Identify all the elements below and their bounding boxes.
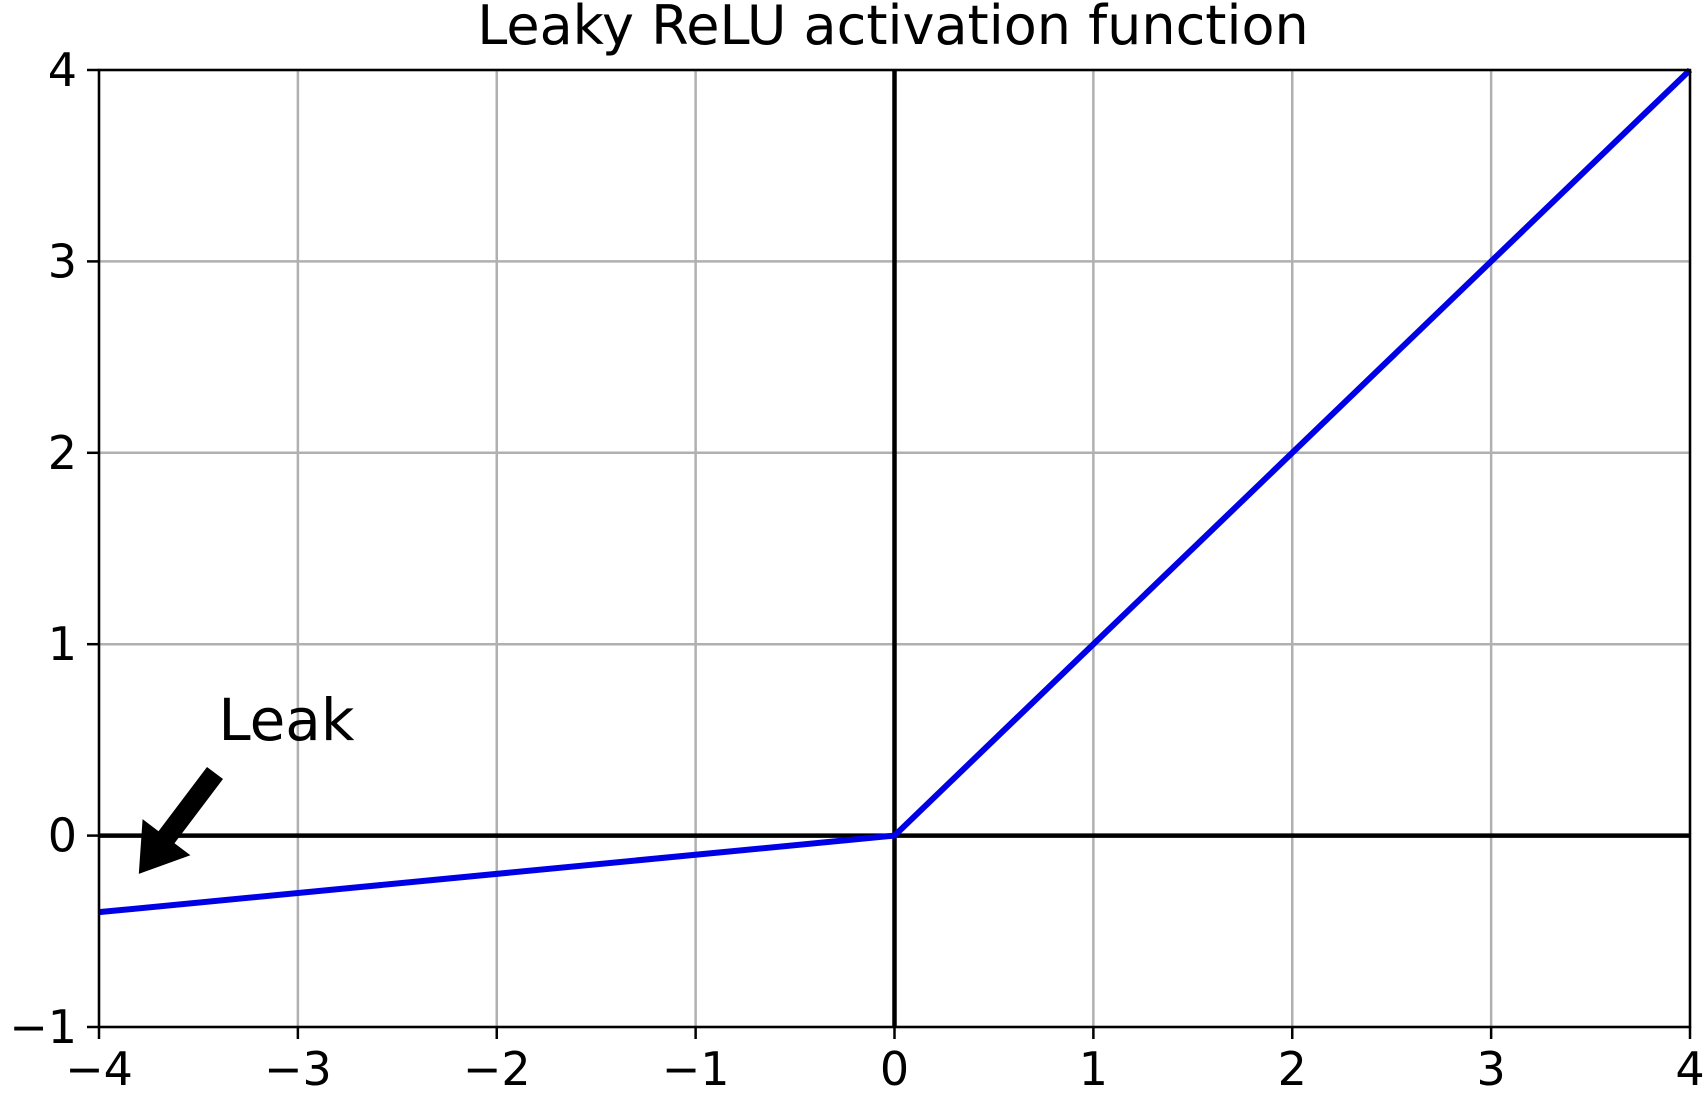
series-layer <box>98 67 1693 916</box>
axis-ticks: −4 −3 −2 −1 0 1 2 3 4 −1 0 1 2 3 4 <box>9 43 1703 1093</box>
y-tick-label: 3 <box>48 234 77 288</box>
reference-lines <box>99 70 1690 1027</box>
series-line-0 <box>98 67 1693 916</box>
x-tick-label: −1 <box>662 1042 730 1093</box>
chart-title: Leaky ReLU activation function <box>477 0 1309 57</box>
x-tick-label: −2 <box>463 1042 531 1093</box>
x-tick-label: −4 <box>65 1042 133 1093</box>
y-tick-label: 1 <box>48 617 77 671</box>
x-tick-label: 0 <box>880 1042 909 1093</box>
x-tick-label: 1 <box>1079 1042 1108 1093</box>
y-tick-label: 2 <box>48 426 77 480</box>
annotation-leak-label: Leak <box>218 686 355 754</box>
y-tick-label: 0 <box>48 809 77 863</box>
leak-arrow-icon <box>138 767 223 874</box>
x-tick-label: 4 <box>1675 1042 1703 1093</box>
y-tick-label: 4 <box>48 43 77 97</box>
annotation-layer: Leak <box>138 686 355 874</box>
x-tick-label: 2 <box>1278 1042 1307 1093</box>
y-tick-label: −1 <box>9 1000 77 1054</box>
x-tick-label: 3 <box>1476 1042 1505 1093</box>
x-tick-label: −3 <box>264 1042 332 1093</box>
